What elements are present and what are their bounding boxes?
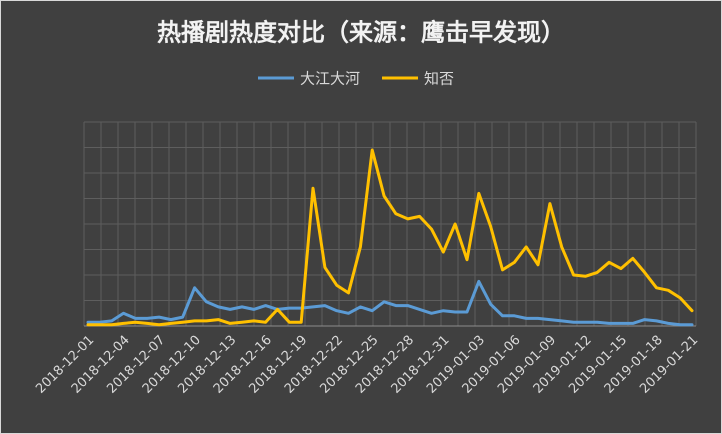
line-series (86, 279, 694, 327)
chart-title: 热播剧热度对比（来源：鹰击早发现） (157, 18, 565, 47)
legend-label: 大江大河 (300, 70, 360, 88)
legend-label: 知否 (424, 70, 454, 88)
line-series (86, 148, 694, 327)
legend: 大江大河 知否 (258, 70, 454, 88)
